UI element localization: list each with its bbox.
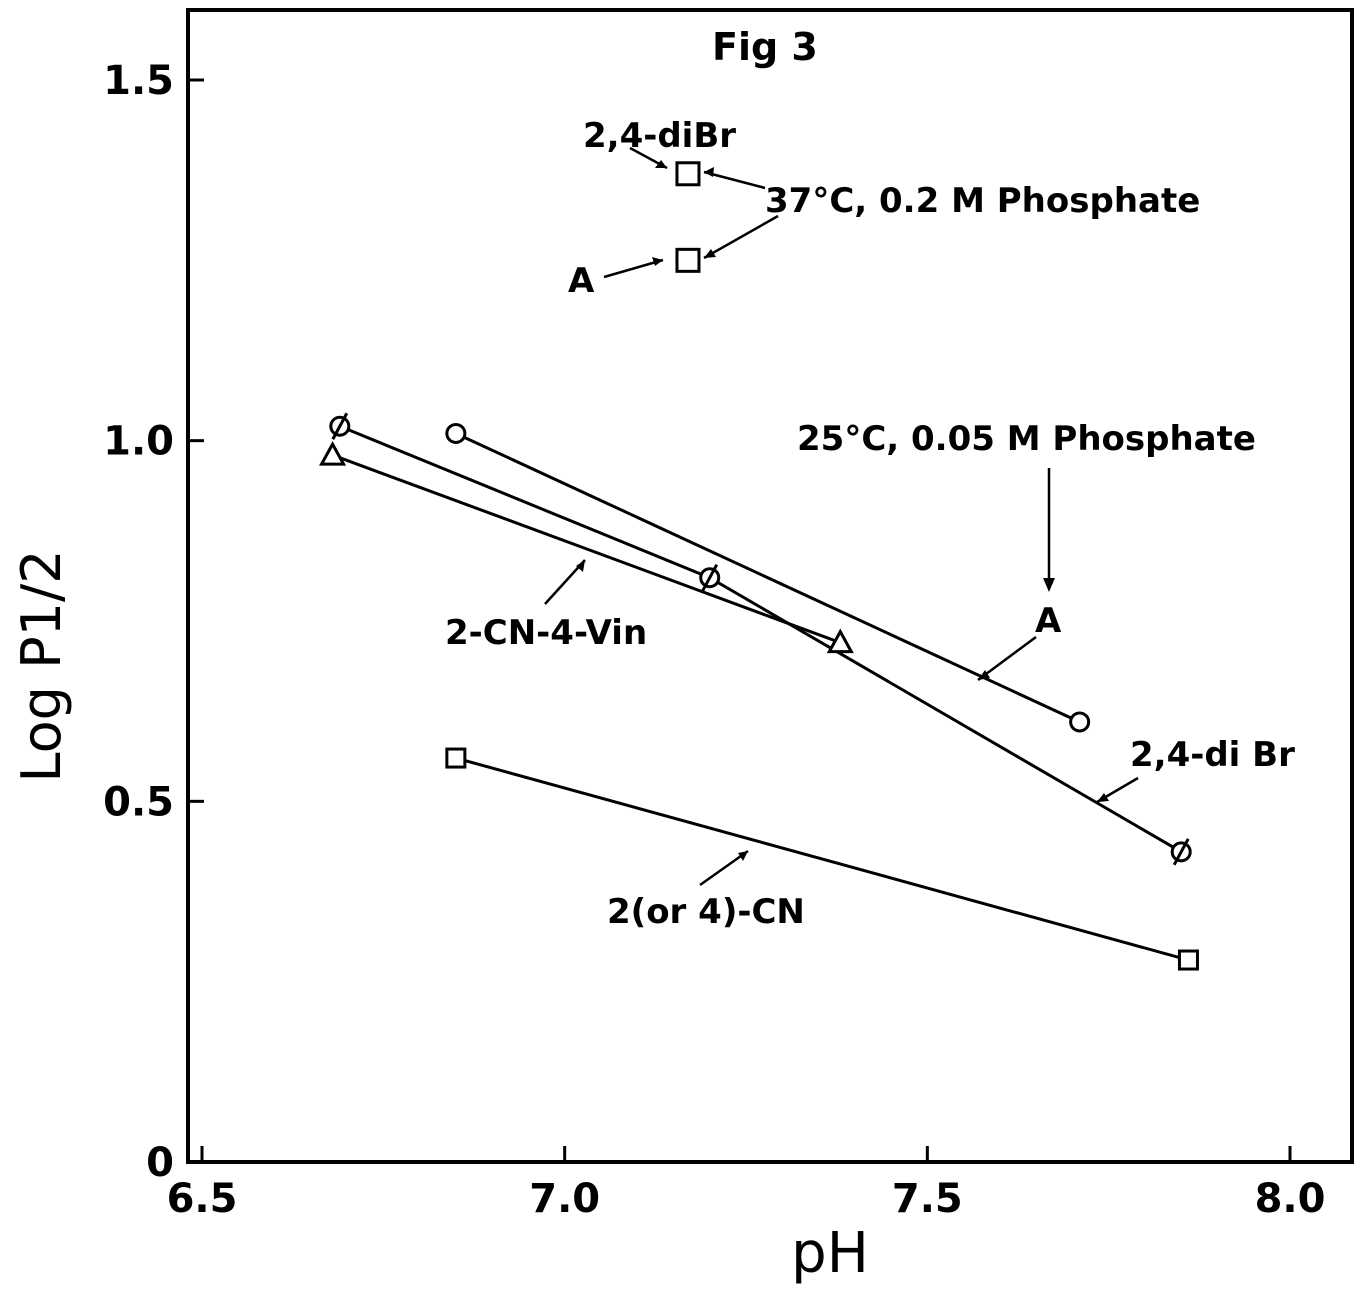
data-point [319,440,347,466]
arrowhead [655,160,667,168]
arrowhead [652,257,663,266]
arrow-a-label [603,258,664,279]
y-tick-label: 1.0 [103,419,174,465]
series-0 [445,422,1091,733]
data-point-slash [701,564,719,592]
annotation-dibr-37c: 2,4-diBr [583,116,736,156]
data-point-slash [1172,838,1190,866]
data-point [1069,711,1091,733]
arrowhead [704,249,716,258]
x-axis-title: pH [791,1221,869,1286]
data-point [826,628,854,654]
series-1 [329,412,1192,866]
data-point [445,422,467,444]
data-point-slash [331,412,349,440]
arrow-a-to-line [977,635,1037,682]
data-point [445,747,467,769]
axes: 6.5 7.0 7.5 8.0 0 0.5 1.0 1.5 pH Log P1/2 [10,8,1354,1286]
arrowhead [978,670,990,680]
annotation-arrows [544,146,1139,887]
series-group [319,161,1199,971]
annotation-a-25c: A [1035,601,1062,641]
series-4 [675,161,701,187]
arrow-cn-to-line [699,849,749,887]
series-3 [445,747,1199,971]
annotations-group: Fig 3 37°C, 0.2 M Phosphate 25°C, 0.05 M… [445,25,1295,932]
annotation-25c: 25°C, 0.05 M Phosphate [797,419,1256,459]
chart-title: Fig 3 [712,25,818,69]
arrowhead [1043,578,1055,592]
series-5 [675,247,701,273]
x-tick-label: 7.5 [892,1176,963,1222]
y-axis-title: Log P1/2 [10,549,73,782]
arrowhead [704,167,714,177]
series-2 [319,440,854,654]
data-point [675,161,701,187]
y-tick-label: 0.5 [103,779,174,825]
y-tick-label: 1.5 [103,58,174,104]
x-tick-label: 7.0 [529,1176,600,1222]
arrowhead [1097,793,1109,802]
y-tick-label: 0 [146,1140,174,1186]
arrow-37c-to-dibr [703,170,766,190]
x-tick-label: 6.5 [167,1176,238,1222]
series-line [455,756,1189,962]
annotation-dibr-25c: 2,4-di Br [1130,735,1295,775]
arrowhead [738,851,748,861]
x-tick-label: 8.0 [1255,1176,1326,1222]
annotation-a-37c: A [568,261,595,301]
annotation-cn: 2(or 4)-CN [607,892,805,932]
series-line [455,432,1081,724]
data-point [675,247,701,273]
annotation-37c: 37°C, 0.2 M Phosphate [765,181,1200,221]
plot-frame [186,8,1354,1164]
annotation-cn-vin: 2-CN-4-Vin [445,613,647,653]
arrow-37c-to-a [703,214,779,260]
data-point [1177,949,1199,971]
arrowhead [576,560,585,572]
series-line [332,453,841,645]
